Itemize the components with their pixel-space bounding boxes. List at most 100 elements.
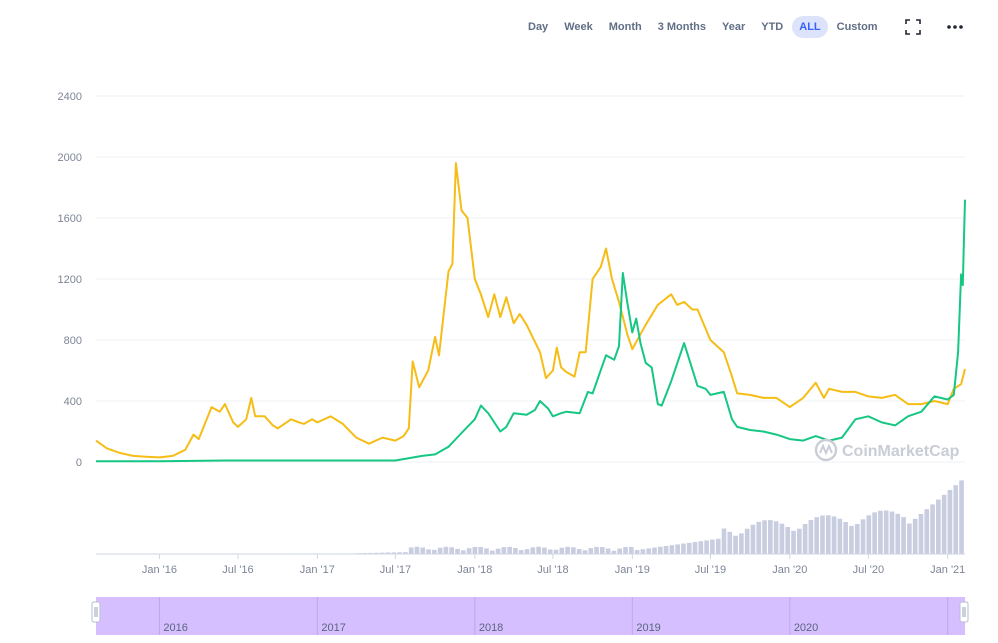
- navigator-right-handle[interactable]: [959, 601, 969, 623]
- navigator-dividers: 2016 2017 2018 2019 2020: [158, 597, 949, 635]
- volume-bar: [379, 552, 385, 554]
- volume-bar: [588, 548, 594, 554]
- volume-bar: [936, 499, 941, 554]
- range-3-months-button[interactable]: 3 Months: [657, 21, 706, 33]
- x-tick-label: Jul '17: [380, 564, 411, 576]
- volume-bar: [883, 510, 889, 554]
- volume-bar: [750, 524, 756, 554]
- y-tick-label: 800: [64, 335, 82, 347]
- volume-bar: [744, 528, 750, 554]
- volume-bar: [623, 547, 628, 554]
- volume-bar: [762, 520, 767, 554]
- y-tick-label: 2400: [58, 91, 82, 103]
- range-ytd-button[interactable]: YTD: [761, 21, 784, 33]
- range-year-button[interactable]: Year: [722, 21, 746, 33]
- volume-bar: [559, 547, 565, 554]
- volume-bar: [524, 549, 530, 554]
- watermark-text: CoinMarketCap: [842, 443, 960, 460]
- volume-bar: [437, 547, 443, 554]
- volume-bar: [414, 546, 420, 554]
- volume-bar: [397, 552, 402, 554]
- volume-bar: [489, 550, 495, 554]
- volume-bar: [472, 546, 478, 554]
- volume-bar: [484, 548, 489, 554]
- volume-bar: [628, 546, 634, 554]
- y-tick-label: 2000: [58, 152, 82, 164]
- y-tick-label: 1600: [58, 213, 82, 225]
- coinmarketcap-logo-icon: [814, 438, 838, 462]
- volume-bar: [820, 515, 825, 554]
- grid: [96, 95, 965, 463]
- volume-bar: [605, 548, 611, 554]
- volume-bar: [657, 546, 663, 554]
- volume-bar: [507, 546, 512, 554]
- volume-bar: [895, 513, 901, 554]
- volume-bar: [432, 549, 437, 554]
- volume-bar: [385, 552, 391, 554]
- x-tick-label: Jan '18: [457, 564, 492, 576]
- volume-bar: [866, 515, 872, 554]
- navigator-left-handle[interactable]: [91, 601, 101, 623]
- volume-bar: [849, 525, 854, 554]
- volume-bar: [495, 548, 501, 554]
- volume-bar: [443, 546, 449, 554]
- volume-bar: [553, 549, 559, 554]
- volume-bars: [96, 480, 964, 554]
- volume-bar: [878, 510, 883, 554]
- x-tick-label: Jul '20: [853, 564, 884, 576]
- range-selector: Day Week Month 3 Months Year YTD ALL Cus…: [520, 14, 886, 40]
- y-axis: 2400 2000 1600 1200 800 400 0: [58, 91, 82, 469]
- navigator-year-label: 2019: [636, 622, 660, 634]
- volume-bar: [791, 530, 796, 554]
- more-options-icon[interactable]: [943, 16, 967, 38]
- range-all-button[interactable]: ALL: [792, 16, 828, 38]
- volume-bar: [831, 516, 837, 554]
- volume-bar: [802, 524, 808, 554]
- volume-bar: [547, 549, 553, 554]
- volume-bar: [460, 550, 466, 554]
- volume-bar: [576, 549, 582, 554]
- volume-bar: [733, 535, 738, 554]
- navigator-selection[interactable]: [96, 597, 965, 635]
- y-tick-label: 1200: [58, 274, 82, 286]
- volume-bar: [860, 519, 866, 554]
- navigator[interactable]: 2016 2017 2018 2019 2020: [91, 597, 969, 635]
- volume-bar: [889, 511, 895, 554]
- volume-bar: [756, 521, 762, 554]
- volume-bar: [565, 546, 570, 554]
- volume-bar: [959, 480, 964, 554]
- volume-bar: [530, 547, 536, 554]
- volume-bar: [652, 547, 657, 554]
- y-tick-label: 0: [76, 457, 82, 469]
- x-tick-label: Jan '16: [142, 564, 177, 576]
- volume-bar: [675, 544, 680, 554]
- volume-bar: [768, 520, 773, 554]
- volume-bar: [739, 533, 744, 554]
- volume-bar: [698, 541, 704, 554]
- navigator-year-label: 2020: [794, 622, 818, 634]
- fullscreen-icon[interactable]: [901, 16, 925, 38]
- volume-bar: [449, 547, 455, 554]
- range-day-button[interactable]: Day: [528, 21, 549, 33]
- volume-bar: [843, 522, 848, 554]
- navigator-year-label: 2017: [321, 622, 345, 634]
- volume-bar: [617, 548, 623, 554]
- volume-bar: [571, 547, 576, 554]
- range-month-button[interactable]: Month: [608, 21, 642, 33]
- y-tick-label: 400: [64, 396, 82, 408]
- x-tick-label: Jul '16: [222, 564, 253, 576]
- range-week-button[interactable]: Week: [564, 21, 593, 33]
- x-tick-label: Jul '19: [695, 564, 726, 576]
- volume-bar: [681, 543, 686, 554]
- volume-bar: [536, 546, 541, 554]
- volume-bar: [854, 524, 860, 554]
- volume-bar: [715, 538, 721, 554]
- x-tick-label: Jul '18: [537, 564, 568, 576]
- volume-bar: [368, 552, 373, 554]
- volume-bar: [773, 521, 779, 554]
- volume-bar: [704, 540, 709, 554]
- volume-bar: [721, 528, 727, 554]
- volume-bar: [611, 550, 617, 554]
- range-custom-button[interactable]: Custom: [836, 21, 878, 33]
